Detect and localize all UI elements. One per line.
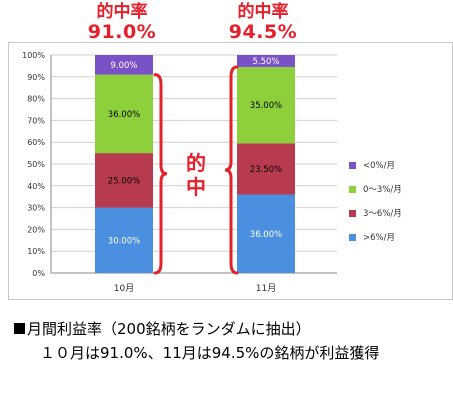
hit-brace-right xyxy=(224,65,239,275)
black-square-icon xyxy=(14,323,25,334)
data-label: 36.00% xyxy=(250,230,282,240)
chart-area: 0% 10% 20% 30% 40% 50% 60% 70% 80% 90% 100% 30.00% 2… xyxy=(8,42,453,300)
legend-swatch xyxy=(349,162,356,169)
bar-segment xyxy=(237,55,295,67)
legend-label: 0〜3%/月 xyxy=(363,185,402,195)
y-tick-label: 0% xyxy=(32,269,45,278)
caption-text-1: 月間利益率（200銘柄をランダムに抽出） xyxy=(27,320,311,338)
data-label: 25.00% xyxy=(108,176,140,186)
y-tick-label: 10% xyxy=(27,247,45,256)
caption-line-2: １０月は91.0%、11月は94.5%の銘柄が利益獲得 xyxy=(40,344,380,362)
data-label: 36.00% xyxy=(108,110,140,120)
data-label: 5.50% xyxy=(252,57,279,67)
legend-label: 3〜6%/月 xyxy=(363,209,402,219)
hit-rate-value: 94.5% xyxy=(228,21,298,43)
hit-char-2: 中 xyxy=(186,175,206,199)
hit-brace-left xyxy=(153,73,168,275)
bar-segment xyxy=(95,207,153,273)
y-tick-label: 60% xyxy=(27,138,45,147)
legend-label: >6%/月 xyxy=(363,233,395,243)
hit-rate-label-november: 的中率 94.5% xyxy=(213,2,313,42)
bar-segment xyxy=(237,194,295,273)
x-tick-label: 10月 xyxy=(114,283,134,294)
data-label: 35.00% xyxy=(250,101,282,111)
bar-segment xyxy=(95,74,153,154)
stacked-bar-chart: 0% 10% 20% 30% 40% 50% 60% 70% 80% 90% 100% 30.00% 2… xyxy=(22,51,402,294)
bar-segment xyxy=(95,55,153,75)
caption-line-1: 月間利益率（200銘柄をランダムに抽出） xyxy=(14,318,311,339)
bar-segment xyxy=(237,143,295,195)
data-label: 9.00% xyxy=(110,61,137,71)
data-label: 23.50% xyxy=(250,165,282,175)
y-tick-label: 40% xyxy=(27,182,45,191)
y-tick-label: 100% xyxy=(22,51,45,60)
data-label: 30.00% xyxy=(108,236,140,246)
y-tick-label: 80% xyxy=(27,95,45,104)
legend-swatch xyxy=(349,186,356,193)
legend-label: <0%/月 xyxy=(363,161,395,171)
hit-rate-title: 的中率 xyxy=(96,2,148,22)
y-tick-label: 70% xyxy=(27,116,45,125)
hit-rate-title: 的中率 xyxy=(237,2,289,22)
legend-swatch xyxy=(349,234,356,241)
legend-swatch xyxy=(349,210,356,217)
y-tick-label: 90% xyxy=(27,73,45,82)
x-tick-label: 11月 xyxy=(256,283,276,294)
y-tick-label: 30% xyxy=(27,204,45,213)
bar-segment xyxy=(95,153,153,208)
hit-rate-value: 91.0% xyxy=(87,21,157,43)
y-tick-label: 20% xyxy=(27,225,45,234)
y-tick-label: 50% xyxy=(27,160,45,169)
bar-segment xyxy=(237,66,295,144)
hit-rate-label-october: 的中率 91.0% xyxy=(72,2,172,42)
hit-char-1: 的 xyxy=(186,151,206,175)
